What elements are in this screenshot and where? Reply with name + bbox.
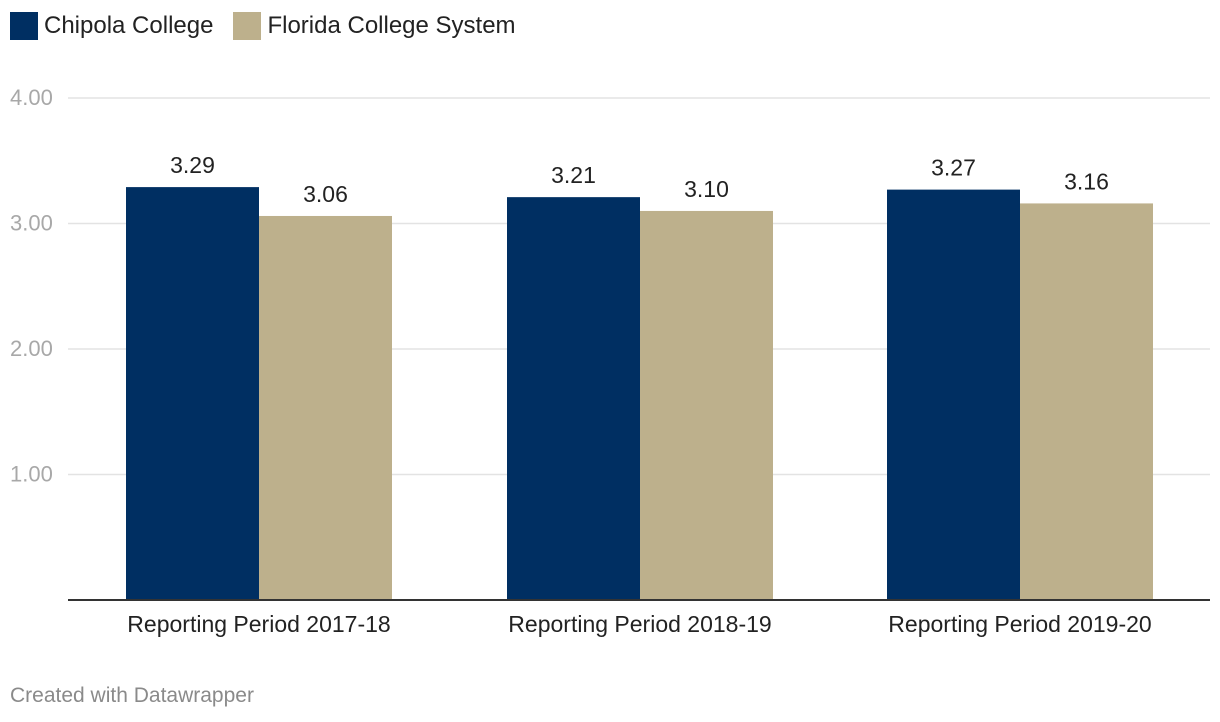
data-label: 3.10 — [684, 176, 729, 202]
x-tick-label: Reporting Period 2018-19 — [508, 611, 771, 637]
data-label: 3.27 — [931, 155, 976, 181]
legend-label-chipola: Chipola College — [44, 12, 214, 39]
data-label: 3.16 — [1064, 168, 1109, 194]
bar — [887, 189, 1020, 601]
bar — [126, 187, 259, 601]
bar — [507, 197, 640, 600]
data-label: 3.06 — [303, 181, 348, 207]
bar — [640, 210, 773, 600]
legend-label-fcs: Florida College System — [267, 12, 516, 39]
y-tick-label: 1.00 — [10, 462, 53, 487]
y-tick-label: 4.00 — [10, 85, 53, 110]
y-tick-label: 2.00 — [10, 336, 53, 361]
bar — [1020, 203, 1153, 601]
legend: Chipola College Florida College System — [10, 12, 536, 40]
data-label: 3.21 — [551, 162, 596, 188]
x-tick-label: Reporting Period 2019-20 — [888, 611, 1151, 637]
legend-item-chipola[interactable]: Chipola College — [10, 12, 213, 40]
data-label: 3.29 — [170, 152, 215, 178]
legend-item-fcs[interactable]: Florida College System — [233, 12, 516, 40]
bar — [259, 215, 392, 600]
y-tick-label: 3.00 — [10, 211, 53, 236]
x-tick-label: Reporting Period 2017-18 — [127, 611, 390, 637]
credit-footer[interactable]: Created with Datawrapper — [10, 684, 254, 707]
legend-swatch-chipola — [10, 12, 38, 40]
legend-swatch-fcs — [233, 12, 262, 40]
